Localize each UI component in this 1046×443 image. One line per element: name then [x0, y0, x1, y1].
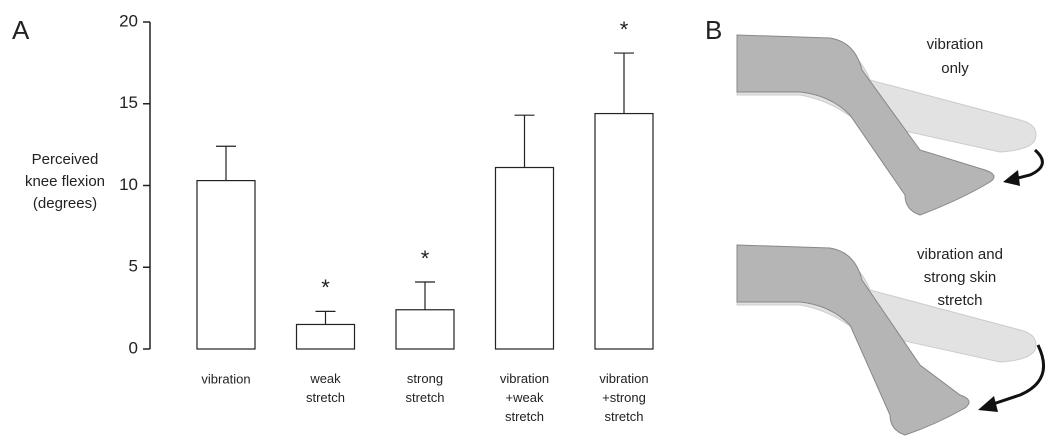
- figure: A Perceivedknee flexion(degrees) B vibra…: [0, 0, 1046, 443]
- panel-label: A: [12, 15, 30, 45]
- x-tick-label: vibration: [201, 371, 250, 386]
- significance-marker: *: [421, 246, 430, 271]
- significance-marker: *: [321, 275, 330, 300]
- bar: [197, 181, 255, 349]
- significance-marker: *: [620, 17, 629, 42]
- y-tick-label: 20: [119, 11, 138, 30]
- arrow-head: [1003, 170, 1020, 186]
- y-tick-label: 5: [129, 257, 138, 276]
- arrow-head: [978, 396, 998, 412]
- bar: [396, 310, 454, 349]
- bar: [496, 168, 554, 349]
- y-tick-label: 10: [119, 175, 138, 194]
- bar: [595, 114, 653, 349]
- panel-label: B: [705, 15, 722, 45]
- y-tick-label: 0: [129, 338, 138, 357]
- bar: [297, 324, 355, 349]
- y-tick-label: 15: [119, 93, 138, 112]
